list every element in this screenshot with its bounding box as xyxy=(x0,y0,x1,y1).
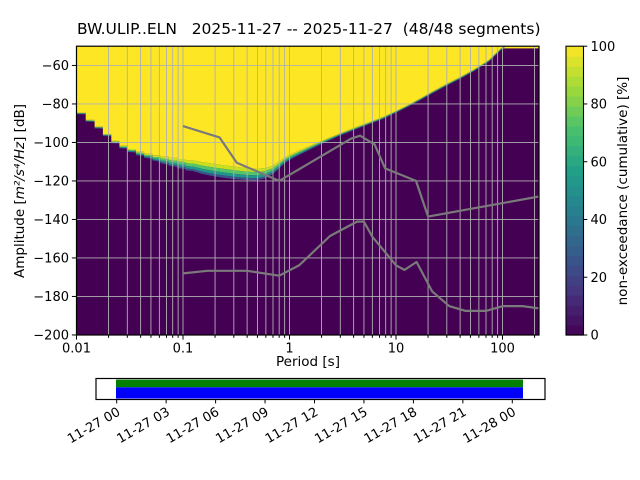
y-axis-label-post: ] [dB] xyxy=(12,103,28,142)
colorbar-cell xyxy=(566,235,584,246)
colorbar-cell xyxy=(566,265,584,276)
colorbar-tick-label: 60 xyxy=(591,155,608,170)
y-tick-label: −200 xyxy=(33,329,69,344)
colorbar-cell xyxy=(566,105,584,117)
colorbar-cell xyxy=(566,145,584,157)
timeline-tick-label: 11-27 06 xyxy=(164,405,222,447)
colorbar-cell xyxy=(566,125,584,137)
x-tick-label: 0.01 xyxy=(62,342,91,357)
colorbar-cell xyxy=(566,115,584,127)
y-tick-label: −140 xyxy=(33,213,69,228)
colorbar-cell xyxy=(566,56,584,67)
colorbar-cell xyxy=(566,205,584,217)
y-axis-label-pre: Amplitude [ xyxy=(12,199,28,279)
timeline-tick-label: 11-27 03 xyxy=(115,405,173,447)
colorbar-cell xyxy=(566,325,584,336)
colorbar-cell xyxy=(566,195,584,207)
y-axis-label-units: m²/s⁴/Hz xyxy=(12,141,28,200)
y-axis-label: Amplitude [m²/s⁴/Hz] [dB] xyxy=(12,61,30,321)
timeline-tick-label: 11-27 09 xyxy=(213,405,271,447)
colorbar-cell xyxy=(566,165,584,177)
y-tick-label: −60 xyxy=(42,59,69,74)
colorbar-cell xyxy=(566,135,584,147)
timeline-tick-label: 11-27 21 xyxy=(411,405,469,447)
colorbar-border xyxy=(565,45,585,336)
colorbar-cell xyxy=(566,66,584,77)
noise-models xyxy=(182,125,539,312)
colorbar-cell xyxy=(566,95,584,107)
colorbar-tick-label: 80 xyxy=(591,98,608,113)
colorbar-cell xyxy=(566,215,584,227)
grid xyxy=(76,46,539,335)
colorbar-tick-label: 100 xyxy=(591,40,616,55)
y-axis: −60 −80 −100 −120 −140 −160 −180 −200 xyxy=(33,59,77,344)
colorbar-cell xyxy=(566,245,584,256)
colorbar-tick-label: 0 xyxy=(591,329,599,344)
x-axis: 0.01 0.1 1 10 100 xyxy=(62,335,536,357)
nlnm-line xyxy=(182,220,539,312)
colorbar-cell xyxy=(566,185,584,197)
plot-title: BW.ULIP..ELN 2025-11-27 -- 2025-11-27 (4… xyxy=(77,20,541,38)
y-tick-label: −100 xyxy=(33,136,69,151)
colorbar-label: non-exceedance (cumulative) [%] xyxy=(615,76,631,306)
colorbar: 0 20 40 60 80 100 xyxy=(565,40,616,344)
x-tick-label: 1 xyxy=(285,342,293,357)
y-tick-label: −160 xyxy=(33,252,69,267)
colorbar-cell xyxy=(566,225,584,237)
colorbar-cell xyxy=(566,86,584,97)
colorbar-tick-label: 40 xyxy=(591,213,608,228)
colorbar-cell xyxy=(566,175,584,187)
x-tick-label: 100 xyxy=(490,342,515,357)
colorbar-cell xyxy=(566,46,584,57)
x-tick-label: 10 xyxy=(388,342,405,357)
y-tick-label: −120 xyxy=(33,175,69,190)
y-tick-label: −180 xyxy=(33,290,69,305)
colorbar-cell xyxy=(566,76,584,87)
timeline-segments-bar xyxy=(116,387,523,399)
colorbar-cell xyxy=(566,275,584,286)
timeline-data-bar xyxy=(116,379,523,388)
x-tick-label: 0.1 xyxy=(173,342,194,357)
colorbar-cell xyxy=(566,155,584,167)
colorbar-cell xyxy=(566,295,584,306)
colorbar-cell xyxy=(566,315,584,326)
nhnm-line xyxy=(182,125,539,218)
y-tick-label: −80 xyxy=(42,98,69,113)
colorbar-cell xyxy=(566,305,584,316)
plot-border xyxy=(75,45,540,336)
timeline-tick-label: 11-27 12 xyxy=(263,405,321,447)
timeline-tick-label: 11-27 18 xyxy=(362,405,420,447)
colorbar-cell xyxy=(566,285,584,296)
colorbar-cell xyxy=(566,255,584,266)
x-axis-label: Period [s] xyxy=(276,354,340,370)
timeline-tick-label: 11-27 15 xyxy=(312,405,370,447)
timeline-tick-label: 11-27 00 xyxy=(65,405,123,447)
timeline-tick-label: 11-28 00 xyxy=(461,405,519,447)
colorbar-tick-label: 20 xyxy=(591,271,608,286)
